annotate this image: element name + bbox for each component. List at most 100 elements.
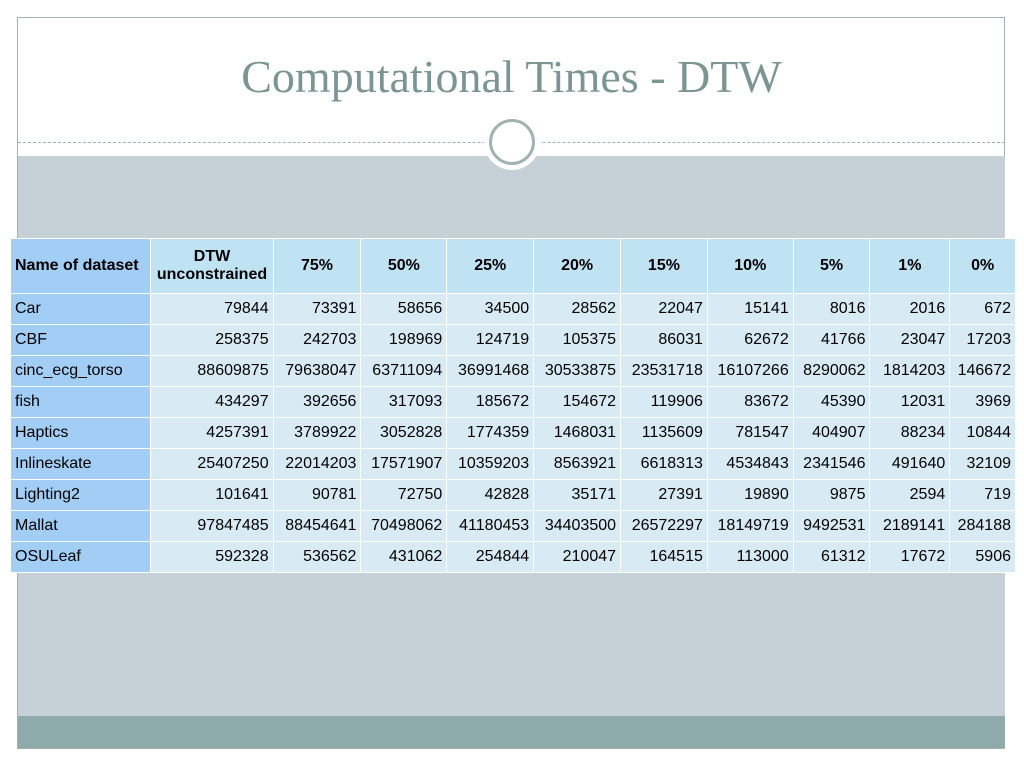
time-cell: 431062	[360, 541, 448, 573]
time-cell: 62672	[706, 324, 794, 356]
time-cell: 34403500	[533, 510, 622, 542]
time-cell: 3052828	[360, 417, 448, 449]
time-cell: 124719	[446, 324, 535, 356]
time-cell: 28562	[533, 293, 622, 325]
time-cell: 32109	[949, 448, 1016, 480]
dataset-name: fish	[9, 386, 152, 418]
dataset-name: Lighting2	[9, 479, 152, 511]
time-cell: 72750	[360, 479, 448, 511]
dataset-name: Car	[9, 293, 152, 325]
time-cell: 88609875	[150, 355, 274, 387]
column-header: 20%	[533, 238, 622, 294]
time-cell: 41180453	[446, 510, 535, 542]
time-cell: 781547	[706, 417, 794, 449]
column-header: Name of dataset	[9, 238, 152, 294]
time-cell: 23531718	[620, 355, 708, 387]
divider-ornament	[484, 114, 540, 170]
time-cell: 4257391	[150, 417, 274, 449]
time-cell: 58656	[360, 293, 448, 325]
time-cell: 404907	[792, 417, 871, 449]
time-cell: 10844	[949, 417, 1016, 449]
time-cell: 73391	[272, 293, 362, 325]
time-cell: 536562	[272, 541, 362, 573]
time-cell: 88454641	[272, 510, 362, 542]
time-cell: 1468031	[533, 417, 622, 449]
table-row: Haptics 4257391 3789922 3052828 1774359 14680…	[9, 417, 1016, 449]
time-cell: 9875	[792, 479, 871, 511]
table-row: Car 79844 73391 58656 34500 28562 22047 15141 80…	[9, 293, 1016, 325]
time-cell: 83672	[706, 386, 794, 418]
time-cell: 317093	[360, 386, 448, 418]
time-cell: 35171	[533, 479, 622, 511]
time-cell: 90781	[272, 479, 362, 511]
column-header: DTW unconstrained	[150, 238, 274, 294]
time-cell: 17672	[869, 541, 951, 573]
column-header: 75%	[272, 238, 362, 294]
time-cell: 1135609	[620, 417, 708, 449]
time-cell: 16107266	[706, 355, 794, 387]
time-cell: 146672	[949, 355, 1016, 387]
time-cell: 10359203	[446, 448, 535, 480]
time-cell: 36991468	[446, 355, 535, 387]
time-cell: 79844	[150, 293, 274, 325]
ring	[489, 119, 535, 165]
time-cell: 86031	[620, 324, 708, 356]
column-header: 5%	[792, 238, 871, 294]
dataset-name: cinc_ecg_torso	[9, 355, 152, 387]
time-cell: 34500	[446, 293, 535, 325]
time-cell: 19890	[706, 479, 794, 511]
time-cell: 22047	[620, 293, 708, 325]
time-cell: 97847485	[150, 510, 274, 542]
time-cell: 3969	[949, 386, 1016, 418]
time-cell: 9492531	[792, 510, 871, 542]
table-row: Mallat 97847485 88454641 70498062 41180453 34…	[9, 510, 1016, 542]
time-cell: 2189141	[869, 510, 951, 542]
table-body: Car 79844 73391 58656 34500 28562 22047 15141 80…	[9, 293, 1016, 573]
time-cell: 284188	[949, 510, 1016, 542]
time-cell: 101641	[150, 479, 274, 511]
time-cell: 3789922	[272, 417, 362, 449]
time-cell: 63711094	[360, 355, 448, 387]
time-cell: 185672	[446, 386, 535, 418]
time-cell: 88234	[869, 417, 951, 449]
data-table: Name of dataset DTW unconstrained 75% 50% 25…	[9, 238, 1016, 573]
time-cell: 6618313	[620, 448, 708, 480]
table-row: CBF 258375 242703 198969 124719 105375 86031 62…	[9, 324, 1016, 356]
dataset-name: Mallat	[9, 510, 152, 542]
time-cell: 154672	[533, 386, 622, 418]
time-cell: 113000	[706, 541, 794, 573]
column-header: 1%	[869, 238, 951, 294]
column-header: 10%	[706, 238, 794, 294]
time-cell: 434297	[150, 386, 274, 418]
time-cell: 12031	[869, 386, 951, 418]
column-header: 50%	[360, 238, 448, 294]
table-row: OSULeaf 592328 536562 431062 254844 210047 164…	[9, 541, 1016, 573]
time-cell: 61312	[792, 541, 871, 573]
time-cell: 719	[949, 479, 1016, 511]
time-cell: 22014203	[272, 448, 362, 480]
time-cell: 70498062	[360, 510, 448, 542]
dataset-name: OSULeaf	[9, 541, 152, 573]
time-cell: 105375	[533, 324, 622, 356]
time-cell: 2341546	[792, 448, 871, 480]
time-cell: 42828	[446, 479, 535, 511]
time-cell: 254844	[446, 541, 535, 573]
time-cell: 30533875	[533, 355, 622, 387]
time-cell: 258375	[150, 324, 274, 356]
table-row: Lighting2 101641 90781 72750 42828 35171 27391…	[9, 479, 1016, 511]
footer-bar	[18, 716, 1005, 748]
time-cell: 25407250	[150, 448, 274, 480]
time-cell: 1814203	[869, 355, 951, 387]
column-header: 0%	[949, 238, 1016, 294]
time-cell: 592328	[150, 541, 274, 573]
time-cell: 119906	[620, 386, 708, 418]
time-cell: 17571907	[360, 448, 448, 480]
time-cell: 26572297	[620, 510, 708, 542]
time-cell: 17203	[949, 324, 1016, 356]
time-cell: 392656	[272, 386, 362, 418]
time-cell: 79638047	[272, 355, 362, 387]
table-row: Inlineskate 25407250 22014203 17571907 10359…	[9, 448, 1016, 480]
time-cell: 8563921	[533, 448, 622, 480]
time-cell: 164515	[620, 541, 708, 573]
